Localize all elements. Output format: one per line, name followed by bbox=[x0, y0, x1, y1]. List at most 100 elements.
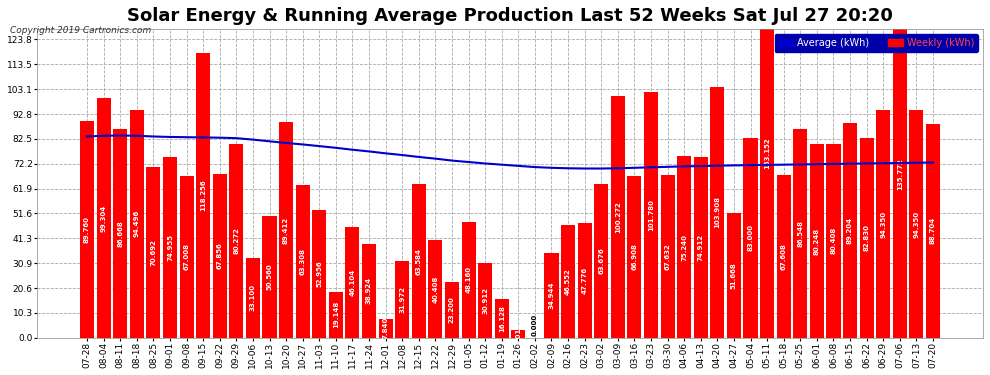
Text: 67.632: 67.632 bbox=[664, 243, 670, 270]
Bar bbox=[412, 184, 426, 338]
Bar bbox=[777, 175, 791, 338]
Bar bbox=[727, 213, 741, 338]
Bar bbox=[926, 124, 940, 338]
Text: 83.000: 83.000 bbox=[747, 224, 753, 251]
Bar bbox=[910, 110, 924, 338]
Text: 74.955: 74.955 bbox=[167, 234, 173, 261]
Bar bbox=[495, 299, 509, 338]
Text: 38.924: 38.924 bbox=[366, 277, 372, 304]
Text: 52.956: 52.956 bbox=[316, 261, 323, 287]
Bar bbox=[710, 87, 725, 338]
Bar bbox=[262, 216, 276, 338]
Text: 100.272: 100.272 bbox=[615, 201, 621, 233]
Text: 86.548: 86.548 bbox=[797, 220, 803, 247]
Bar bbox=[80, 122, 94, 338]
Text: 51.668: 51.668 bbox=[731, 262, 737, 289]
Text: 135.772: 135.772 bbox=[897, 158, 903, 190]
Text: 70.692: 70.692 bbox=[150, 239, 156, 266]
Text: 30.912: 30.912 bbox=[482, 287, 488, 314]
Bar bbox=[213, 174, 227, 338]
Text: 94.496: 94.496 bbox=[134, 210, 140, 237]
Text: 94.350: 94.350 bbox=[880, 210, 886, 237]
Text: 19.148: 19.148 bbox=[333, 301, 339, 328]
Bar bbox=[246, 258, 260, 338]
Text: 94.350: 94.350 bbox=[914, 210, 920, 237]
Bar bbox=[628, 177, 642, 338]
Bar bbox=[577, 222, 592, 338]
Text: 7.840: 7.840 bbox=[382, 317, 389, 339]
Bar bbox=[329, 291, 343, 338]
Bar bbox=[660, 175, 674, 338]
Bar bbox=[346, 226, 359, 338]
Text: 31.972: 31.972 bbox=[399, 286, 405, 313]
Bar bbox=[113, 129, 128, 338]
Bar bbox=[594, 184, 608, 338]
Bar bbox=[859, 138, 874, 338]
Text: 153.152: 153.152 bbox=[764, 137, 770, 169]
Text: 34.944: 34.944 bbox=[548, 282, 554, 309]
Text: 80.408: 80.408 bbox=[831, 227, 837, 254]
Text: 3.012: 3.012 bbox=[516, 323, 522, 345]
Bar bbox=[362, 244, 376, 338]
Text: 103.908: 103.908 bbox=[715, 196, 721, 228]
Bar bbox=[429, 240, 443, 338]
Text: 89.204: 89.204 bbox=[847, 217, 853, 244]
Bar bbox=[378, 319, 393, 338]
Text: 46.104: 46.104 bbox=[349, 268, 355, 296]
Text: 48.160: 48.160 bbox=[465, 266, 471, 293]
Text: 33.100: 33.100 bbox=[249, 284, 255, 311]
Title: Solar Energy & Running Average Production Last 52 Weeks Sat Jul 27 20:20: Solar Energy & Running Average Productio… bbox=[127, 7, 893, 25]
Text: 47.776: 47.776 bbox=[582, 267, 588, 294]
Bar bbox=[296, 185, 310, 338]
Text: 23.200: 23.200 bbox=[448, 296, 455, 323]
Text: 80.272: 80.272 bbox=[234, 228, 240, 254]
Bar bbox=[147, 167, 160, 338]
Text: 50.560: 50.560 bbox=[266, 263, 272, 290]
Bar bbox=[230, 144, 244, 338]
Text: 86.668: 86.668 bbox=[117, 220, 123, 247]
Text: 63.676: 63.676 bbox=[598, 248, 604, 274]
Bar bbox=[97, 98, 111, 338]
Bar bbox=[279, 122, 293, 338]
Bar bbox=[694, 157, 708, 338]
Bar bbox=[810, 144, 824, 338]
Text: 101.780: 101.780 bbox=[648, 199, 654, 231]
Text: 82.830: 82.830 bbox=[863, 224, 869, 251]
Legend: Average (kWh), Weekly (kWh): Average (kWh), Weekly (kWh) bbox=[774, 34, 978, 52]
Text: 67.856: 67.856 bbox=[217, 243, 223, 269]
Text: 63.308: 63.308 bbox=[300, 248, 306, 275]
Text: 118.256: 118.256 bbox=[200, 179, 206, 211]
Bar bbox=[511, 330, 526, 338]
Bar bbox=[445, 282, 459, 338]
Bar bbox=[893, 10, 907, 338]
Bar bbox=[312, 210, 327, 338]
Text: 40.408: 40.408 bbox=[433, 275, 439, 303]
Text: 75.240: 75.240 bbox=[681, 234, 687, 261]
Bar bbox=[760, 0, 774, 338]
Bar bbox=[876, 110, 890, 338]
Text: 67.008: 67.008 bbox=[183, 243, 189, 270]
Bar bbox=[478, 263, 492, 338]
Text: 88.704: 88.704 bbox=[930, 217, 936, 244]
Bar bbox=[611, 96, 625, 338]
Bar bbox=[677, 156, 691, 338]
Bar bbox=[544, 254, 558, 338]
Text: 46.552: 46.552 bbox=[565, 268, 571, 295]
Text: 80.248: 80.248 bbox=[814, 227, 820, 255]
Bar bbox=[461, 222, 475, 338]
Bar bbox=[743, 138, 757, 338]
Bar bbox=[130, 110, 144, 338]
Text: 89.760: 89.760 bbox=[84, 216, 90, 243]
Bar bbox=[793, 129, 808, 338]
Text: 66.908: 66.908 bbox=[632, 244, 638, 270]
Text: 74.912: 74.912 bbox=[698, 234, 704, 261]
Bar bbox=[561, 225, 575, 338]
Bar bbox=[163, 157, 177, 338]
Text: 0.000: 0.000 bbox=[532, 314, 538, 336]
Bar bbox=[179, 176, 194, 338]
Text: 16.128: 16.128 bbox=[499, 305, 505, 332]
Text: 89.412: 89.412 bbox=[283, 216, 289, 243]
Bar bbox=[395, 261, 409, 338]
Text: 67.608: 67.608 bbox=[781, 243, 787, 270]
Text: Copyright 2019 Cartronics.com: Copyright 2019 Cartronics.com bbox=[10, 26, 151, 35]
